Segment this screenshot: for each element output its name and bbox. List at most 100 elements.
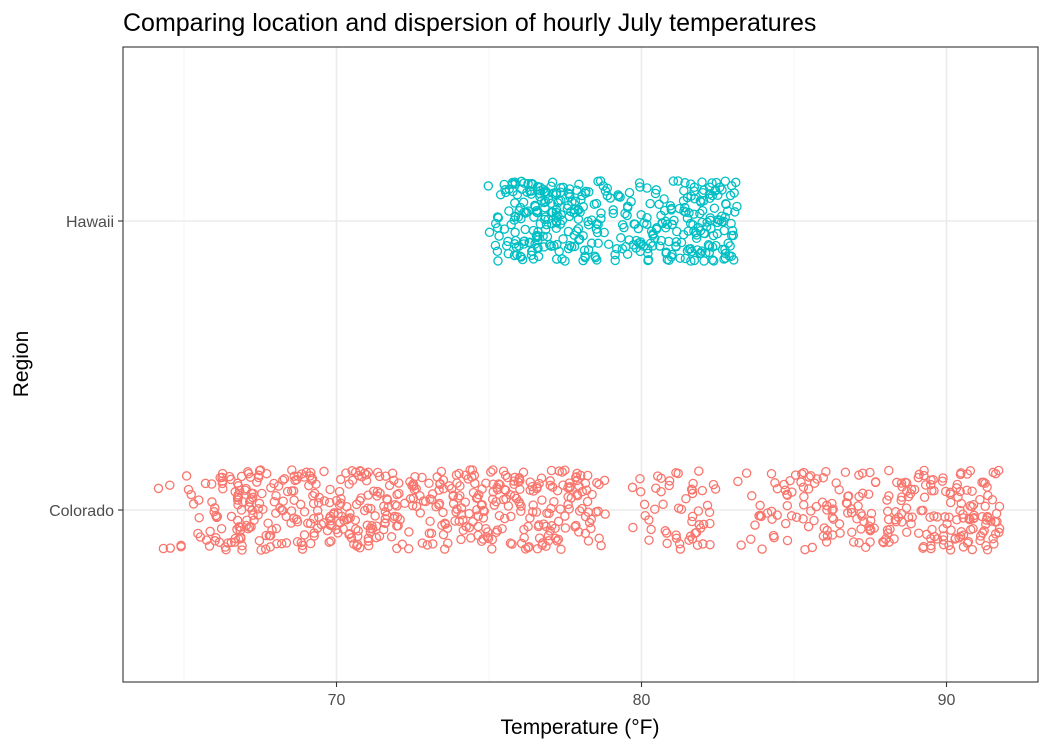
x-tick-label: 70 [328, 692, 346, 709]
data-point-colorado [363, 536, 374, 546]
data-point-colorado [455, 481, 465, 491]
data-point-colorado [929, 511, 939, 521]
data-point-colorado [541, 541, 551, 552]
data-point-colorado [303, 518, 313, 528]
data-point-colorado [183, 484, 194, 495]
data-point-colorado [865, 525, 876, 536]
data-point-hawaii [622, 210, 632, 221]
data-point-colorado [938, 535, 949, 545]
data-point-colorado [409, 484, 420, 495]
data-point-hawaii [689, 182, 700, 193]
data-point-colorado [932, 534, 943, 544]
data-point-hawaii [511, 242, 522, 252]
data-point-colorado [368, 486, 379, 496]
data-point-colorado [926, 475, 936, 485]
data-point-hawaii [555, 183, 566, 193]
y-tick-label: Colorado [49, 503, 114, 520]
data-point-colorado [552, 485, 563, 496]
data-point-hawaii [583, 219, 594, 230]
data-point-colorado [324, 497, 335, 508]
data-point-colorado [885, 524, 895, 535]
data-point-hawaii [657, 218, 667, 228]
data-point-colorado [902, 486, 912, 496]
data-point-colorado [994, 523, 1005, 534]
data-point-colorado [237, 497, 248, 507]
data-point-hawaii [542, 231, 553, 242]
data-point-colorado [821, 466, 831, 477]
data-point-colorado [994, 527, 1004, 538]
data-point-hawaii [540, 202, 550, 213]
data-point-hawaii [697, 246, 707, 256]
data-point-colorado [344, 528, 355, 539]
data-point-colorado [417, 472, 427, 483]
data-point-colorado [846, 507, 857, 518]
data-point-colorado [422, 540, 433, 550]
data-point-colorado [309, 488, 320, 499]
data-point-colorado [599, 475, 610, 486]
data-point-colorado [901, 503, 912, 513]
data-point-hawaii [507, 179, 518, 190]
data-point-colorado [309, 528, 319, 538]
data-point-colorado [267, 525, 277, 535]
data-point-colorado [434, 485, 444, 495]
data-point-colorado [896, 478, 907, 488]
data-point-colorado [986, 516, 996, 526]
data-point-hawaii [590, 252, 601, 263]
data-point-colorado [365, 523, 376, 534]
data-point-colorado [566, 493, 577, 503]
data-point-colorado [803, 484, 814, 494]
data-point-hawaii [579, 245, 590, 256]
data-point-colorado [967, 544, 978, 555]
data-point-colorado [812, 474, 822, 484]
data-point-colorado [511, 493, 522, 504]
data-point-colorado [628, 522, 638, 533]
data-point-colorado [404, 527, 414, 537]
data-point-hawaii [608, 208, 619, 219]
data-point-colorado [556, 544, 566, 555]
data-point-hawaii [503, 248, 514, 259]
data-point-colorado [443, 538, 453, 548]
data-point-hawaii [668, 176, 679, 186]
data-point-colorado [334, 500, 345, 510]
data-point-colorado [686, 484, 697, 495]
data-point-hawaii [636, 210, 646, 220]
data-point-colorado [698, 519, 709, 530]
data-point-colorado [560, 523, 571, 533]
data-point-hawaii [499, 224, 510, 234]
data-point-colorado [359, 505, 370, 516]
data-point-colorado [424, 478, 434, 489]
data-point-colorado [327, 520, 337, 531]
data-point-hawaii [695, 208, 705, 219]
data-point-colorado [779, 479, 789, 490]
data-point-colorado [308, 498, 319, 509]
data-point-colorado [803, 521, 814, 532]
data-point-hawaii [707, 190, 718, 201]
data-point-hawaii [659, 194, 669, 204]
data-point-colorado [962, 538, 973, 548]
data-point-colorado [355, 543, 365, 553]
data-point-colorado [890, 514, 901, 525]
data-point-colorado [555, 504, 566, 514]
data-point-colorado [987, 495, 998, 505]
x-tick-label: 80 [633, 692, 651, 709]
data-point-colorado [494, 510, 505, 521]
data-point-colorado [386, 532, 397, 542]
data-point-colorado [644, 515, 654, 525]
data-point-colorado [863, 489, 874, 499]
data-point-colorado [513, 477, 524, 487]
data-point-colorado [246, 488, 257, 499]
data-point-hawaii [532, 207, 542, 218]
data-point-hawaii [519, 178, 529, 188]
data-point-colorado [372, 486, 383, 497]
data-point-hawaii [613, 191, 624, 202]
data-point-colorado [952, 515, 962, 525]
data-point-colorado [661, 528, 672, 538]
data-point-colorado [990, 517, 1001, 527]
data-point-colorado [205, 526, 215, 537]
y-axis-title: Region [10, 331, 33, 398]
data-point-colorado [955, 531, 966, 542]
data-point-colorado [286, 486, 297, 496]
data-point-hawaii [645, 198, 655, 209]
data-point-colorado [702, 500, 713, 511]
data-point-colorado [324, 537, 334, 547]
